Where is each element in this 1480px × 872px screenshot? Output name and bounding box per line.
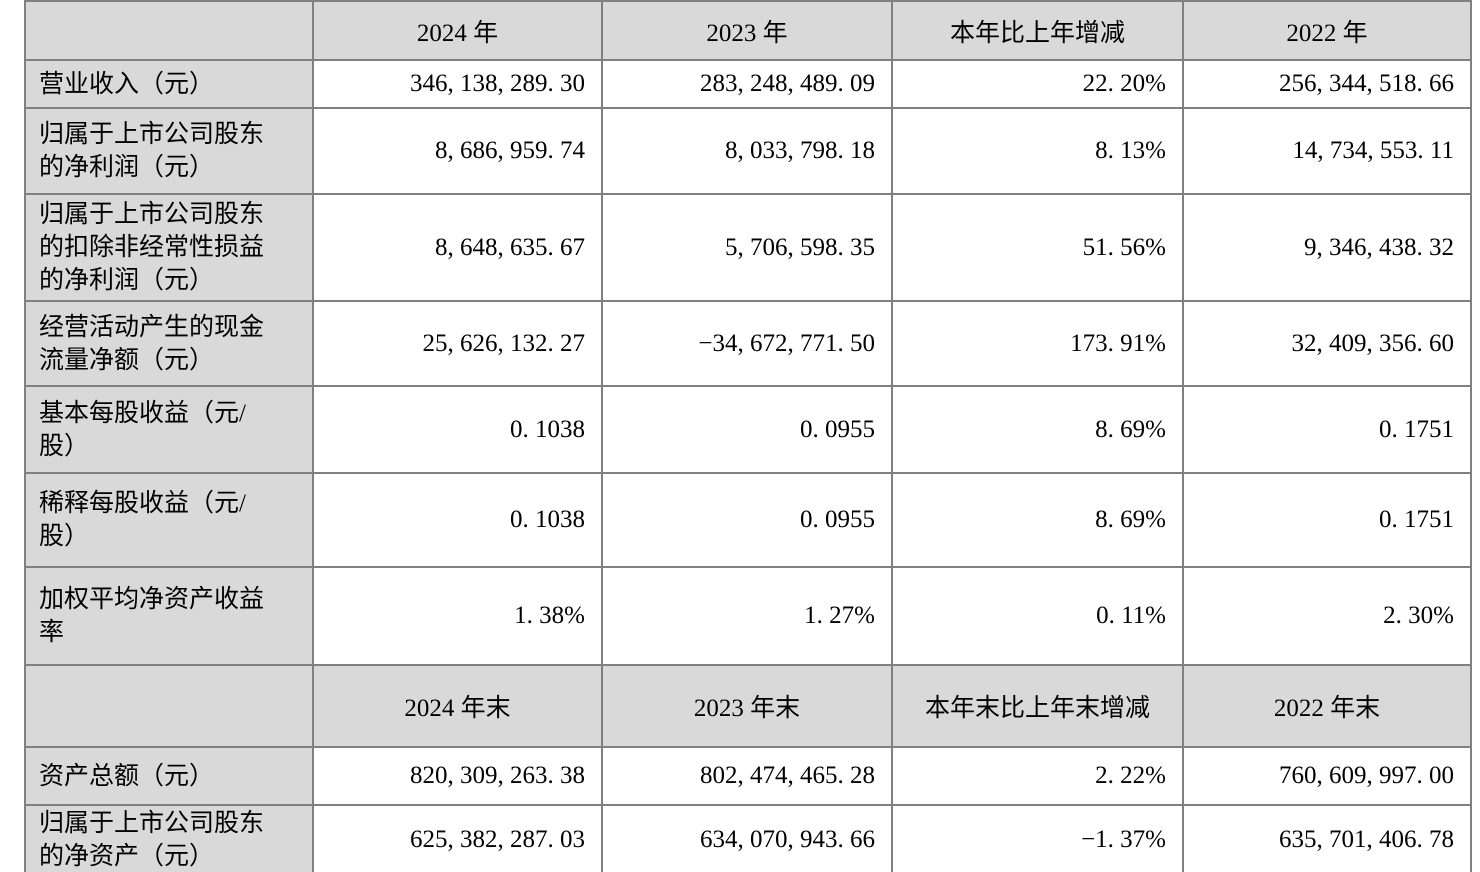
cell-change: 51. 56% [891, 193, 1184, 302]
cell-2022-end: 635, 701, 406. 78 [1182, 804, 1472, 872]
cell-2023: −34, 672, 771. 50 [601, 300, 893, 387]
cell-2023: 0. 0955 [601, 385, 893, 474]
row-label: 归属于上市公司股东 的净利润（元） [24, 107, 314, 195]
financial-summary-table: 2024 年 2023 年 本年比上年增减 2022 年 营业收入（元） 346… [24, 0, 1472, 872]
header-yoy-change: 本年比上年增减 [891, 0, 1184, 61]
cell-change: 22. 20% [891, 59, 1184, 109]
cell-change: 0. 11% [891, 566, 1184, 666]
corner-cell [24, 664, 314, 748]
cell-2024: 346, 138, 289. 30 [312, 59, 603, 109]
header-2024-end: 2024 年末 [312, 664, 603, 748]
cell-2023: 0. 0955 [601, 472, 893, 568]
row-label: 营业收入（元） [24, 59, 314, 109]
cell-2023: 283, 248, 489. 09 [601, 59, 893, 109]
cell-change: 8. 13% [891, 107, 1184, 195]
cell-2022: 256, 344, 518. 66 [1182, 59, 1472, 109]
cell-2024: 0. 1038 [312, 385, 603, 474]
cell-2024-end: 625, 382, 287. 03 [312, 804, 603, 872]
cell-2024: 8, 648, 635. 67 [312, 193, 603, 302]
cell-2023: 8, 033, 798. 18 [601, 107, 893, 195]
table-row-net-profit: 归属于上市公司股东 的净利润（元） 8, 686, 959. 74 8, 033… [24, 107, 1472, 195]
row-label: 稀释每股收益（元/ 股） [24, 472, 314, 568]
table-row-total-assets: 资产总额（元） 820, 309, 263. 38 802, 474, 465.… [24, 746, 1472, 806]
cell-2022: 9, 346, 438. 32 [1182, 193, 1472, 302]
cell-2024: 0. 1038 [312, 472, 603, 568]
period-end-header-row: 2024 年末 2023 年末 本年末比上年末增减 2022 年末 [24, 664, 1472, 748]
header-2023: 2023 年 [601, 0, 893, 61]
header-yoy-end-change: 本年末比上年末增减 [891, 664, 1184, 748]
cell-2023-end: 802, 474, 465. 28 [601, 746, 893, 806]
row-label: 基本每股收益（元/ 股） [24, 385, 314, 474]
row-label: 经营活动产生的现金 流量净额（元） [24, 300, 314, 387]
header-2023-end: 2023 年末 [601, 664, 893, 748]
table-row-diluted-eps: 稀释每股收益（元/ 股） 0. 1038 0. 0955 8. 69% 0. 1… [24, 472, 1472, 568]
row-label: 归属于上市公司股东 的净资产（元） [24, 804, 314, 872]
cell-2023-end: 634, 070, 943. 66 [601, 804, 893, 872]
cell-change: 8. 69% [891, 385, 1184, 474]
cell-change: 2. 22% [891, 746, 1184, 806]
cell-2024: 8, 686, 959. 74 [312, 107, 603, 195]
cell-2022: 32, 409, 356. 60 [1182, 300, 1472, 387]
table-row-weighted-roe: 加权平均净资产收益 率 1. 38% 1. 27% 0. 11% 2. 30% [24, 566, 1472, 666]
cell-2022: 0. 1751 [1182, 472, 1472, 568]
cell-change: 173. 91% [891, 300, 1184, 387]
cell-2024: 1. 38% [312, 566, 603, 666]
corner-cell [24, 0, 314, 61]
table-row-revenue: 营业收入（元） 346, 138, 289. 30 283, 248, 489.… [24, 59, 1472, 109]
table-row-basic-eps: 基本每股收益（元/ 股） 0. 1038 0. 0955 8. 69% 0. 1… [24, 385, 1472, 474]
row-label: 资产总额（元） [24, 746, 314, 806]
header-2024: 2024 年 [312, 0, 603, 61]
header-2022-end: 2022 年末 [1182, 664, 1472, 748]
cell-2024-end: 820, 309, 263. 38 [312, 746, 603, 806]
header-2022: 2022 年 [1182, 0, 1472, 61]
cell-2024: 25, 626, 132. 27 [312, 300, 603, 387]
row-label: 归属于上市公司股东 的扣除非经常性损益 的净利润（元） [24, 193, 314, 302]
cell-2022: 2. 30% [1182, 566, 1472, 666]
table-row-net-assets: 归属于上市公司股东 的净资产（元） 625, 382, 287. 03 634,… [24, 804, 1472, 872]
cell-change: 8. 69% [891, 472, 1184, 568]
cell-2022: 14, 734, 553. 11 [1182, 107, 1472, 195]
cell-2022: 0. 1751 [1182, 385, 1472, 474]
cell-2022-end: 760, 609, 997. 00 [1182, 746, 1472, 806]
row-label: 加权平均净资产收益 率 [24, 566, 314, 666]
cell-change: −1. 37% [891, 804, 1184, 872]
table-row-net-profit-deducted: 归属于上市公司股东 的扣除非经常性损益 的净利润（元） 8, 648, 635.… [24, 193, 1472, 302]
cell-2023: 1. 27% [601, 566, 893, 666]
table-row-operating-cash-flow: 经营活动产生的现金 流量净额（元） 25, 626, 132. 27 −34, … [24, 300, 1472, 387]
cell-2023: 5, 706, 598. 35 [601, 193, 893, 302]
period-header-row: 2024 年 2023 年 本年比上年增减 2022 年 [24, 0, 1472, 61]
